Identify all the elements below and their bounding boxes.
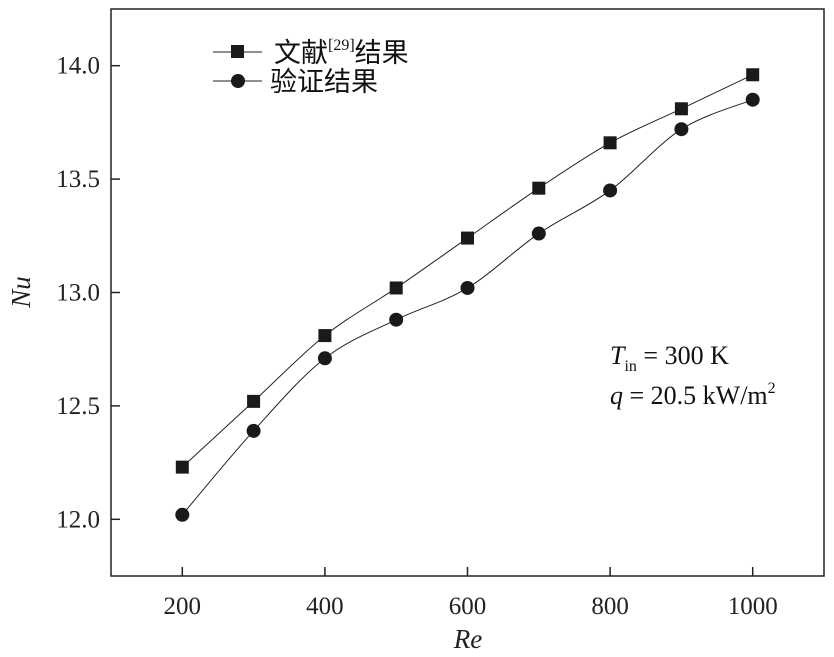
x-tick-label-600: 600 xyxy=(449,593,487,620)
series-0-point-600 xyxy=(461,231,474,245)
series-markers xyxy=(175,68,760,522)
x-tick-label-1000: 1000 xyxy=(728,593,778,620)
tin-value: = 300 K xyxy=(637,341,729,370)
q-superscript: 2 xyxy=(768,380,776,397)
x-axis-title: Re xyxy=(453,624,482,654)
series-1-point-800 xyxy=(603,183,618,198)
x-tick-label-800: 800 xyxy=(591,593,629,620)
x-tick-label-200: 200 xyxy=(164,593,202,620)
axis-ticks xyxy=(111,64,754,576)
q-symbol: q xyxy=(610,381,623,410)
q-value: = 20.5 kW/m xyxy=(623,381,768,410)
series-0-point-700 xyxy=(532,181,546,195)
legend-label-literature-ref: [29] xyxy=(328,37,355,54)
legend-label-verification: 验证结果 xyxy=(270,67,378,98)
legend-marker-circle xyxy=(231,74,245,88)
tick-labels: 200 400 600 800 1000 12.0 12.5 13.0 13.5 14.0 xyxy=(56,53,777,620)
annotation: Tin = 300 K q = 20.5 kW/m2 xyxy=(610,341,776,410)
series-0-point-400 xyxy=(318,329,332,343)
series-1-point-300 xyxy=(246,423,261,438)
series-1-point-600 xyxy=(460,280,475,295)
series-0-point-900 xyxy=(674,102,688,116)
series-1-point-900 xyxy=(674,122,689,137)
x-tick-label-400: 400 xyxy=(306,593,344,620)
series-0-point-500 xyxy=(389,281,403,295)
legend: 文献[29]结果 验证结果 xyxy=(213,37,409,98)
series-0-point-1000 xyxy=(746,68,760,82)
tin-subscript: in xyxy=(624,358,636,375)
series-1-point-200 xyxy=(175,507,190,522)
legend-label-literature-tail: 结果 xyxy=(355,38,409,69)
y-tick-label-13.5: 13.5 xyxy=(56,166,100,193)
tin-symbol: T xyxy=(610,341,626,370)
series-0-point-200 xyxy=(175,460,189,474)
legend-label-literature: 文献[29]结果 xyxy=(274,37,409,69)
annotation-heat-flux: q = 20.5 kW/m2 xyxy=(610,380,776,410)
legend-marker-square xyxy=(231,45,244,58)
y-tick-label-12.5: 12.5 xyxy=(56,393,100,420)
legend-label-literature-main: 文献 xyxy=(274,38,328,69)
y-tick-label-13.0: 13.0 xyxy=(56,280,100,307)
annotation-inlet-temperature: Tin = 300 K xyxy=(610,341,729,375)
series-0-point-800 xyxy=(603,136,617,150)
series-line-1 xyxy=(181,99,753,516)
series-1-point-1000 xyxy=(745,92,760,107)
series-0-point-300 xyxy=(247,394,261,408)
y-axis-title: Nu xyxy=(6,276,36,309)
series-1-point-400 xyxy=(317,351,332,366)
y-tick-label-14.0: 14.0 xyxy=(56,53,100,80)
series-1-point-500 xyxy=(389,312,404,327)
series-1-point-700 xyxy=(531,226,546,241)
y-tick-label-12.0: 12.0 xyxy=(56,506,100,533)
